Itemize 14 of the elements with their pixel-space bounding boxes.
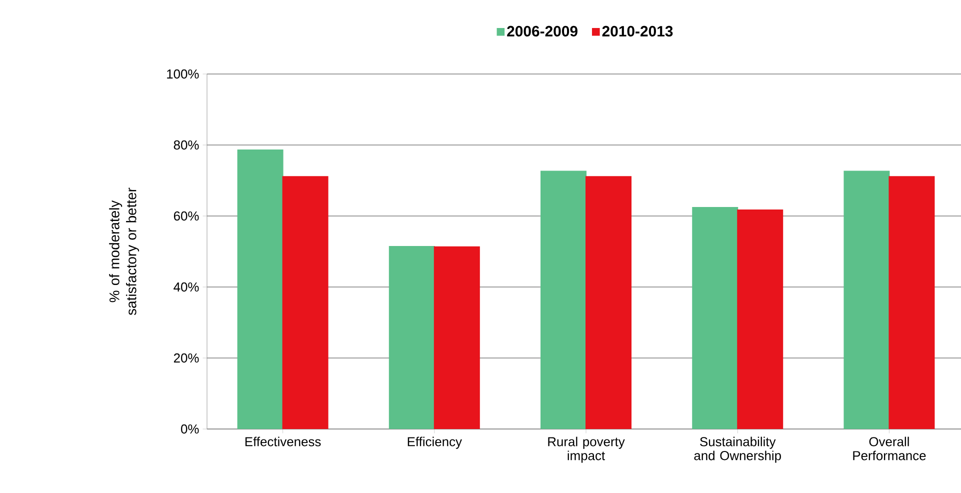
y-axis-title: % of moderately satisfactory or better xyxy=(109,188,140,316)
y-tick-label: 40% xyxy=(174,282,199,292)
y-tick-label: 100% xyxy=(167,69,199,79)
x-tick-label: Overall Performance xyxy=(853,436,926,460)
legend-label: 2006-2009 xyxy=(507,26,578,37)
y-tick-label: 80% xyxy=(174,140,199,150)
x-tick-label: Sustainability and Ownership xyxy=(694,436,781,463)
x-tick-label: Effectiveness xyxy=(245,436,321,446)
x-tick-label: Efficiency xyxy=(408,436,462,449)
x-tick-label: Rural poverty impact xyxy=(548,436,625,463)
y-tick-label: 20% xyxy=(174,353,199,363)
y-tick-label: 60% xyxy=(174,211,199,221)
y-tick-label: 0% xyxy=(181,424,199,434)
legend-label: 2010-2013 xyxy=(602,26,673,37)
